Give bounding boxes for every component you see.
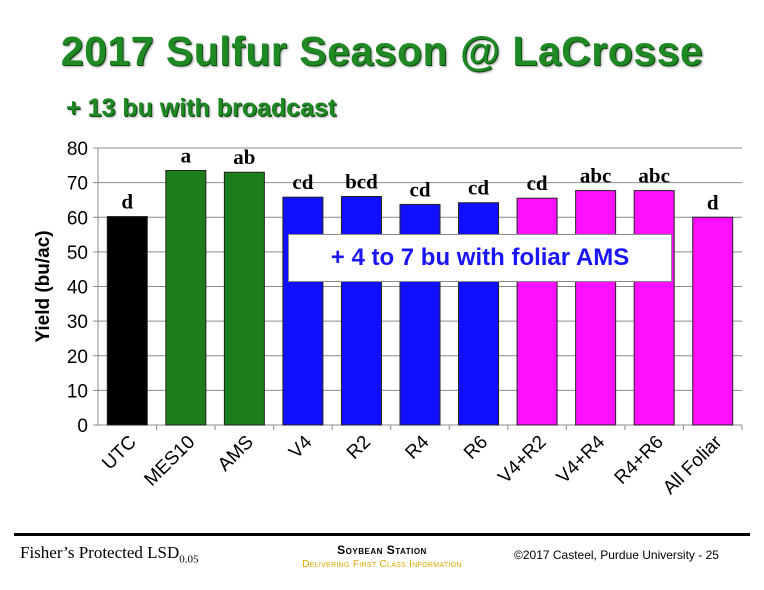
significance-letter: bcd (345, 169, 378, 193)
significance-letter: a (181, 144, 192, 168)
y-tick-label: 10 (67, 381, 88, 402)
significance-letter: d (707, 190, 719, 214)
bar-mes10 (165, 170, 207, 426)
station-tagline: Delivering First Class Information (302, 559, 462, 570)
significance-letter: abc (638, 164, 670, 188)
lsd-subscript: 0.05 (179, 553, 199, 566)
footer-divider (14, 533, 750, 536)
soybean-station-logo: Soybean Station Delivering First Class I… (262, 543, 502, 570)
x-tick-label: R2 (343, 432, 375, 464)
y-axis-label: Yield (bu/ac) (33, 230, 54, 342)
chart-title: 2017 Sulfur Season @ LaCrosse (60, 28, 704, 74)
foliar-ams-callout: + 4 to 7 bu with foliar AMS (288, 234, 672, 282)
x-tick-label: R4+R6 (611, 432, 668, 489)
significance-letter: abc (580, 164, 612, 188)
x-tick-label: R6 (460, 432, 492, 464)
bar-v4-r2 (516, 197, 558, 426)
significance-letter: cd (410, 177, 431, 201)
significance-letter: cd (292, 170, 313, 194)
x-tick-label: MES10 (140, 432, 199, 491)
y-tick-label: 0 (77, 416, 88, 437)
significance-letter: d (121, 190, 133, 214)
broadcast-annotation: + 13 bu with broadcast (66, 94, 337, 122)
y-tick-label: 50 (67, 243, 88, 264)
y-tick-label: 80 (67, 139, 88, 160)
x-tick-label: AMS (214, 432, 258, 476)
bar-utc (106, 216, 148, 426)
significance-letter: cd (527, 171, 548, 195)
station-name: Soybean Station (337, 543, 427, 557)
y-tick-label: 70 (67, 174, 88, 195)
bar-ams (223, 171, 265, 426)
copyright-text: ©2017 Casteel, Purdue University - 25 (514, 548, 719, 562)
lsd-text: Fisher’s Protected LSD (20, 543, 180, 562)
x-tick-label: R4 (402, 431, 434, 463)
bar-r2 (340, 195, 382, 426)
x-tick-label: V4+R2 (494, 432, 550, 488)
y-tick-label: 30 (67, 312, 88, 333)
x-tick-label: V4 (285, 431, 317, 463)
bar-r4-r6 (633, 190, 675, 426)
bar-v4-r4 (575, 190, 617, 426)
y-tick-label: 60 (67, 208, 88, 229)
bar-all-foliar (692, 216, 734, 426)
significance-letter: ab (233, 145, 255, 169)
x-tick-label: All Foliar (659, 431, 727, 499)
y-tick-label: 40 (67, 278, 88, 299)
x-tick-label: V4+R4 (553, 431, 610, 488)
x-tick-label: UTC (98, 432, 140, 474)
bar-v4 (282, 196, 324, 426)
y-tick-label: 20 (67, 347, 88, 368)
significance-letter: cd (468, 176, 489, 200)
lsd-note: Fisher’s Protected LSD0.05 (20, 543, 199, 565)
